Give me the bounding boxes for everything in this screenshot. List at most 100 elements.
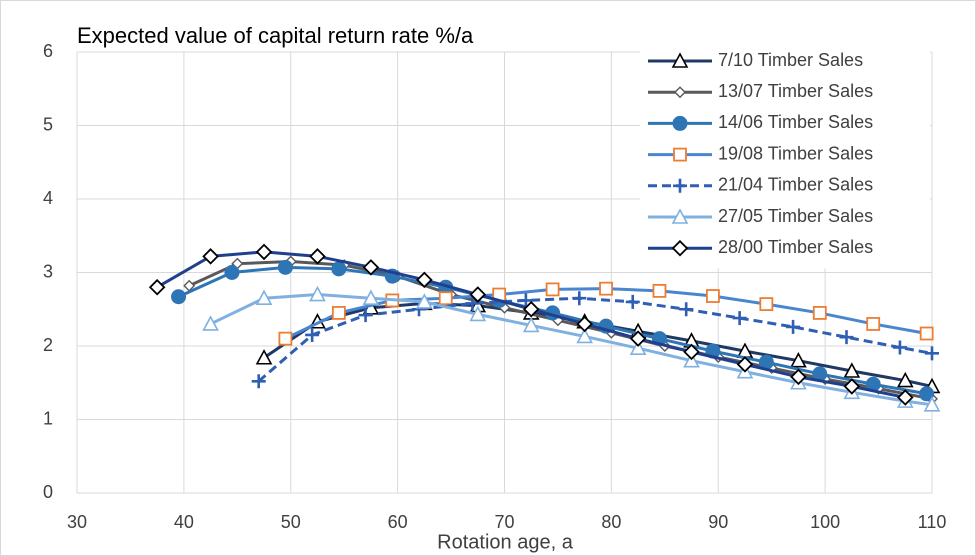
marker [171, 289, 187, 305]
marker [576, 327, 593, 344]
marker [843, 378, 861, 395]
marker [758, 354, 774, 370]
marker [572, 291, 587, 306]
marker [545, 282, 560, 297]
marker [438, 291, 453, 306]
marker [278, 331, 293, 346]
x-tick-label: 30 [67, 512, 87, 532]
marker [255, 289, 273, 306]
legend-marker [674, 86, 686, 99]
marker [416, 293, 433, 309]
y-tick-label: 4 [43, 188, 53, 208]
legend-marker [673, 147, 687, 162]
x-tick-label: 100 [810, 512, 840, 532]
marker [465, 296, 480, 311]
legend-marker [671, 239, 689, 257]
legend-label: 21/04 Timber Sales [718, 175, 873, 195]
series [148, 243, 914, 406]
marker [469, 305, 487, 322]
series [251, 291, 939, 389]
plot [148, 243, 941, 412]
legend-label: 27/05 Timber Sales [718, 206, 873, 226]
y-tick-label: 6 [43, 41, 53, 61]
marker [790, 368, 807, 386]
marker [277, 259, 293, 275]
marker [812, 366, 828, 382]
marker [786, 319, 801, 334]
marker [255, 349, 273, 365]
x-tick-label: 70 [494, 512, 514, 532]
marker [305, 327, 320, 342]
x-tick-label: 40 [174, 512, 194, 532]
marker [331, 306, 346, 320]
x-tick-label: 90 [708, 512, 728, 532]
legend-label: 28/00 Timber Sales [718, 237, 873, 257]
legend-box [640, 46, 930, 269]
marker [896, 371, 914, 388]
marker [202, 248, 219, 265]
y-tick-label: 5 [43, 114, 53, 134]
marker [923, 396, 941, 412]
marker [148, 278, 166, 296]
marker [576, 315, 593, 333]
marker [683, 352, 700, 368]
series [202, 285, 941, 412]
marker [897, 389, 914, 406]
marker [892, 340, 907, 355]
marker [202, 315, 219, 331]
y-tick-label: 1 [43, 408, 53, 428]
marker [469, 286, 487, 303]
marker [251, 374, 266, 389]
marker [224, 265, 240, 280]
marker [925, 346, 939, 361]
legend-marker [671, 52, 689, 68]
marker [416, 271, 433, 289]
marker [522, 300, 540, 318]
x-tick-label: 80 [601, 512, 621, 532]
marker [629, 330, 647, 347]
marker [790, 352, 807, 368]
x-axis-label: Rotation age, a [437, 531, 574, 553]
marker [919, 326, 934, 341]
marker [625, 294, 640, 309]
marker [362, 289, 380, 306]
y-tick-label: 2 [43, 335, 53, 355]
y-tick-label: 3 [43, 261, 53, 281]
legend-marker [671, 208, 689, 224]
marker [839, 330, 854, 345]
marker [309, 248, 326, 265]
marker [599, 281, 613, 296]
legend-label: 19/08 Timber Sales [718, 143, 873, 163]
marker [706, 289, 720, 303]
marker [759, 297, 774, 312]
y-tick-label: 0 [43, 482, 53, 502]
marker [331, 261, 347, 277]
legend: 7/10 Timber Sales 13/07 Timber Sales 14/06… [640, 46, 930, 269]
marker [362, 259, 380, 276]
legend-label: 7/10 Timber Sales [718, 50, 863, 70]
series-line [257, 296, 933, 383]
x-tick-label: 110 [918, 512, 947, 532]
marker [732, 311, 747, 326]
chart-title: Expected value of capital return rate %/… [77, 23, 474, 48]
marker [866, 317, 881, 331]
marker [522, 316, 540, 333]
marker [309, 285, 326, 302]
marker [358, 308, 373, 323]
marker [679, 302, 694, 317]
legend-marker [673, 178, 687, 193]
marker [629, 339, 647, 356]
x-tick-label: 60 [388, 512, 408, 532]
marker [812, 306, 827, 320]
legend-label: 14/06 Timber Sales [718, 112, 873, 132]
marker [736, 356, 754, 373]
grid: 0 1 2 3 4 5 6 30 40 50 60 70 80 90 100 110 [43, 41, 946, 532]
legend-label: 13/07 Timber Sales [718, 81, 873, 101]
marker [255, 243, 273, 261]
marker [652, 283, 667, 298]
x-tick-label: 50 [281, 512, 301, 532]
marker [865, 376, 881, 392]
legend-marker [672, 115, 688, 131]
marker [843, 362, 861, 378]
